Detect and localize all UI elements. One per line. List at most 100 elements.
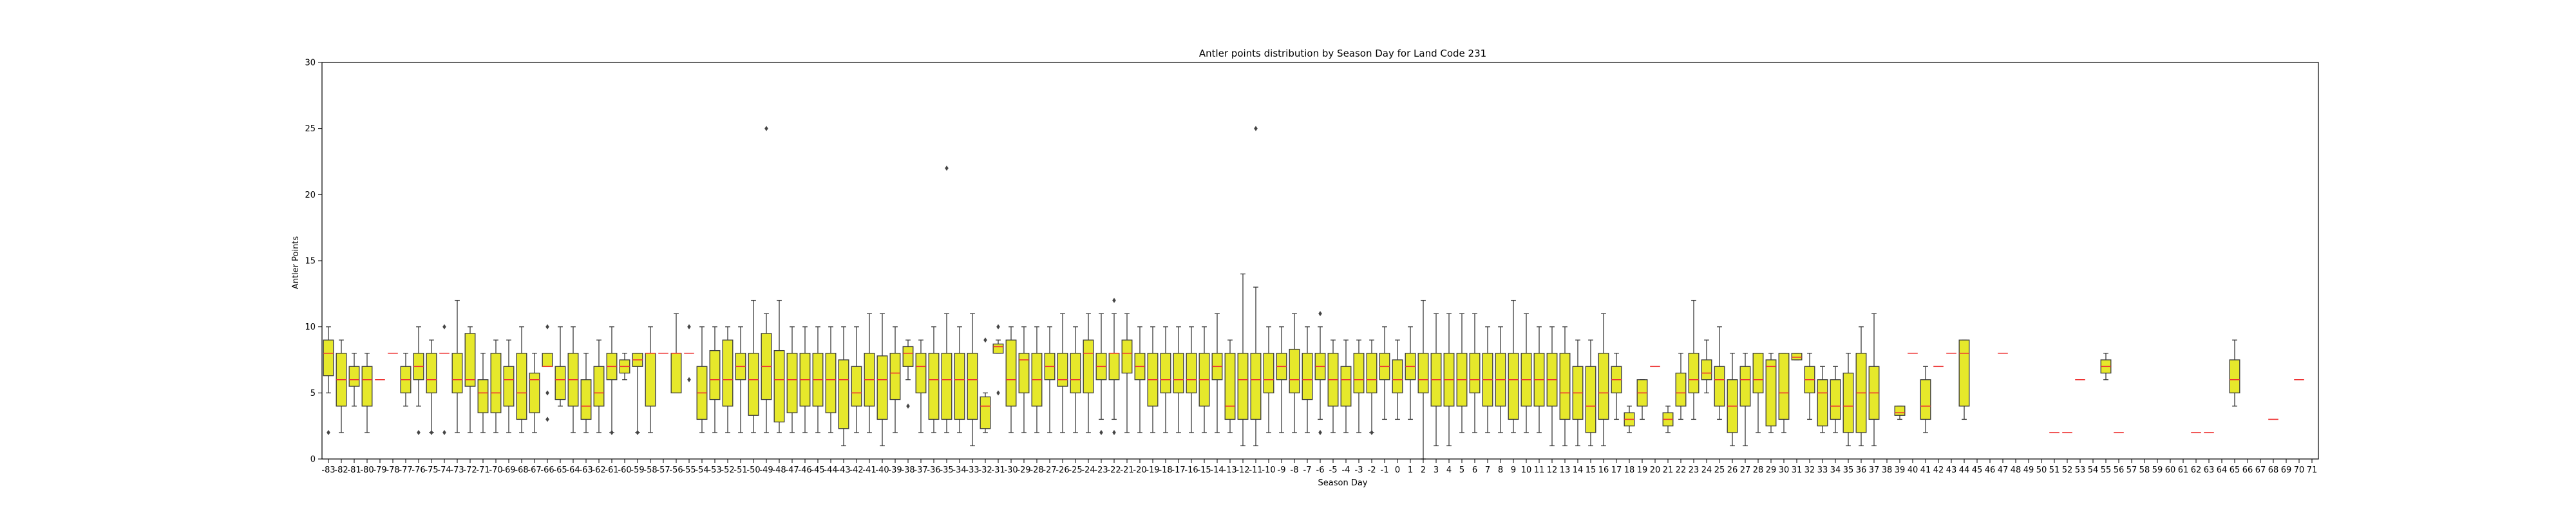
- x-tick-label: -11: [1249, 465, 1262, 475]
- x-tick-label: 39: [1895, 465, 1906, 475]
- x-tick-label: 44: [1959, 465, 1970, 475]
- box-group: [786, 326, 798, 433]
- x-tick-label: -45: [811, 465, 824, 475]
- x-tick-label: 27: [1740, 465, 1751, 475]
- box-iqr: [1714, 366, 1725, 407]
- x-tick-label: -38: [901, 465, 914, 475]
- x-tick-label: -26: [1056, 465, 1069, 475]
- box-group: [1198, 326, 1210, 433]
- x-tick-label: 29: [1766, 465, 1777, 475]
- box-group: [1585, 339, 1596, 447]
- x-tick-label: -55: [682, 465, 696, 475]
- box-group: [851, 326, 862, 433]
- box-group: [1211, 313, 1223, 433]
- x-tick-label: -70: [489, 465, 502, 475]
- x-tick-label: -43: [837, 465, 850, 475]
- box-group: [1817, 366, 1828, 433]
- x-tick-label: 67: [2255, 465, 2266, 475]
- x-tick-label: -49: [759, 465, 773, 475]
- box-group: [1842, 353, 1854, 447]
- box-iqr: [902, 346, 914, 367]
- box-group: [529, 353, 540, 433]
- box-group: [1031, 326, 1043, 433]
- box-iqr: [516, 353, 527, 420]
- x-tick-label: 5: [1459, 465, 1464, 475]
- box-group: [1714, 326, 1725, 420]
- x-tick-label: 9: [1511, 465, 1516, 475]
- box-group: [1095, 313, 1107, 435]
- box-group: [825, 326, 837, 433]
- box-group: [477, 353, 489, 433]
- x-tick-label: 71: [2307, 465, 2318, 475]
- x-tick-label: -8: [1291, 465, 1299, 475]
- x-tick-label: 33: [1817, 465, 1828, 475]
- box-group: [567, 326, 579, 433]
- x-tick-label: -69: [502, 465, 515, 475]
- outlier-point: [983, 337, 987, 343]
- box-group: [941, 165, 952, 433]
- plot-frame: [321, 62, 2319, 460]
- outlier-point: [636, 429, 639, 435]
- box-group: [1186, 326, 1197, 433]
- box-group: [1508, 299, 1519, 433]
- x-tick-label: 47: [1998, 465, 2009, 475]
- x-tick-label: -5: [1329, 465, 1338, 475]
- box-iqr: [1701, 359, 1712, 380]
- box-group: [336, 339, 347, 433]
- x-tick-label: 59: [2152, 465, 2163, 475]
- box-iqr: [1765, 359, 1777, 427]
- x-tick-label: -7: [1303, 465, 1312, 475]
- y-tick-label: 0: [310, 455, 316, 465]
- box-group: [1559, 326, 1571, 447]
- box-iqr: [1842, 372, 1854, 433]
- x-tick-label: -37: [914, 465, 927, 475]
- x-tick-label: -40: [875, 465, 889, 475]
- x-tick-label: 13: [1560, 465, 1571, 475]
- x-tick-label: 48: [2011, 465, 2022, 475]
- x-tick-label: -39: [888, 465, 902, 475]
- x-tick-label: -41: [862, 465, 876, 475]
- box-group: [709, 326, 721, 433]
- box-iqr: [838, 359, 849, 429]
- x-tick-label: 36: [1856, 465, 1867, 475]
- box-iqr: [1186, 353, 1197, 393]
- box-iqr: [1263, 353, 1274, 393]
- box-group: [580, 353, 592, 433]
- box-iqr: [980, 396, 991, 429]
- x-tick-label: -15: [1197, 465, 1211, 475]
- x-tick-label: 70: [2294, 465, 2305, 475]
- x-tick-label: -51: [734, 465, 747, 475]
- box-group: [348, 353, 360, 407]
- x-tick-label: -10: [1262, 465, 1275, 475]
- box-group: [684, 324, 694, 382]
- x-tick-label: -14: [1210, 465, 1224, 475]
- x-tick-label: 41: [1920, 465, 1931, 475]
- box-iqr: [2229, 359, 2240, 393]
- box-group: [1366, 339, 1378, 435]
- x-tick-label: 65: [2230, 465, 2240, 475]
- outlier-point: [1099, 429, 1103, 435]
- x-tick-label: 20: [1650, 465, 1661, 475]
- x-tick-label: -6: [1316, 465, 1325, 475]
- x-tick-label: -57: [656, 465, 670, 475]
- box-group: [967, 313, 978, 447]
- x-tick-label: -78: [386, 465, 399, 475]
- x-tick-label: 8: [1498, 465, 1503, 475]
- box-group: [1353, 339, 1365, 433]
- box-iqr: [1353, 353, 1365, 393]
- x-tick-label: 43: [1946, 465, 1957, 475]
- y-axis: 0 5 10 15 20 25 30: [305, 59, 322, 465]
- box-group: [632, 353, 643, 435]
- x-tick-label: 55: [2101, 465, 2112, 475]
- x-tick-label: -76: [412, 465, 425, 475]
- box-iqr: [928, 353, 940, 420]
- x-tick-label: -44: [824, 465, 837, 475]
- box-iqr: [1894, 406, 1906, 416]
- x-tick-label: 56: [2114, 465, 2125, 475]
- box-group: [400, 353, 412, 407]
- box-group: [1572, 339, 1584, 447]
- box-group: [1830, 366, 1841, 433]
- x-tick-label: 62: [2191, 465, 2202, 475]
- box-group: [1804, 353, 1815, 420]
- y-tick-label: 20: [305, 191, 316, 200]
